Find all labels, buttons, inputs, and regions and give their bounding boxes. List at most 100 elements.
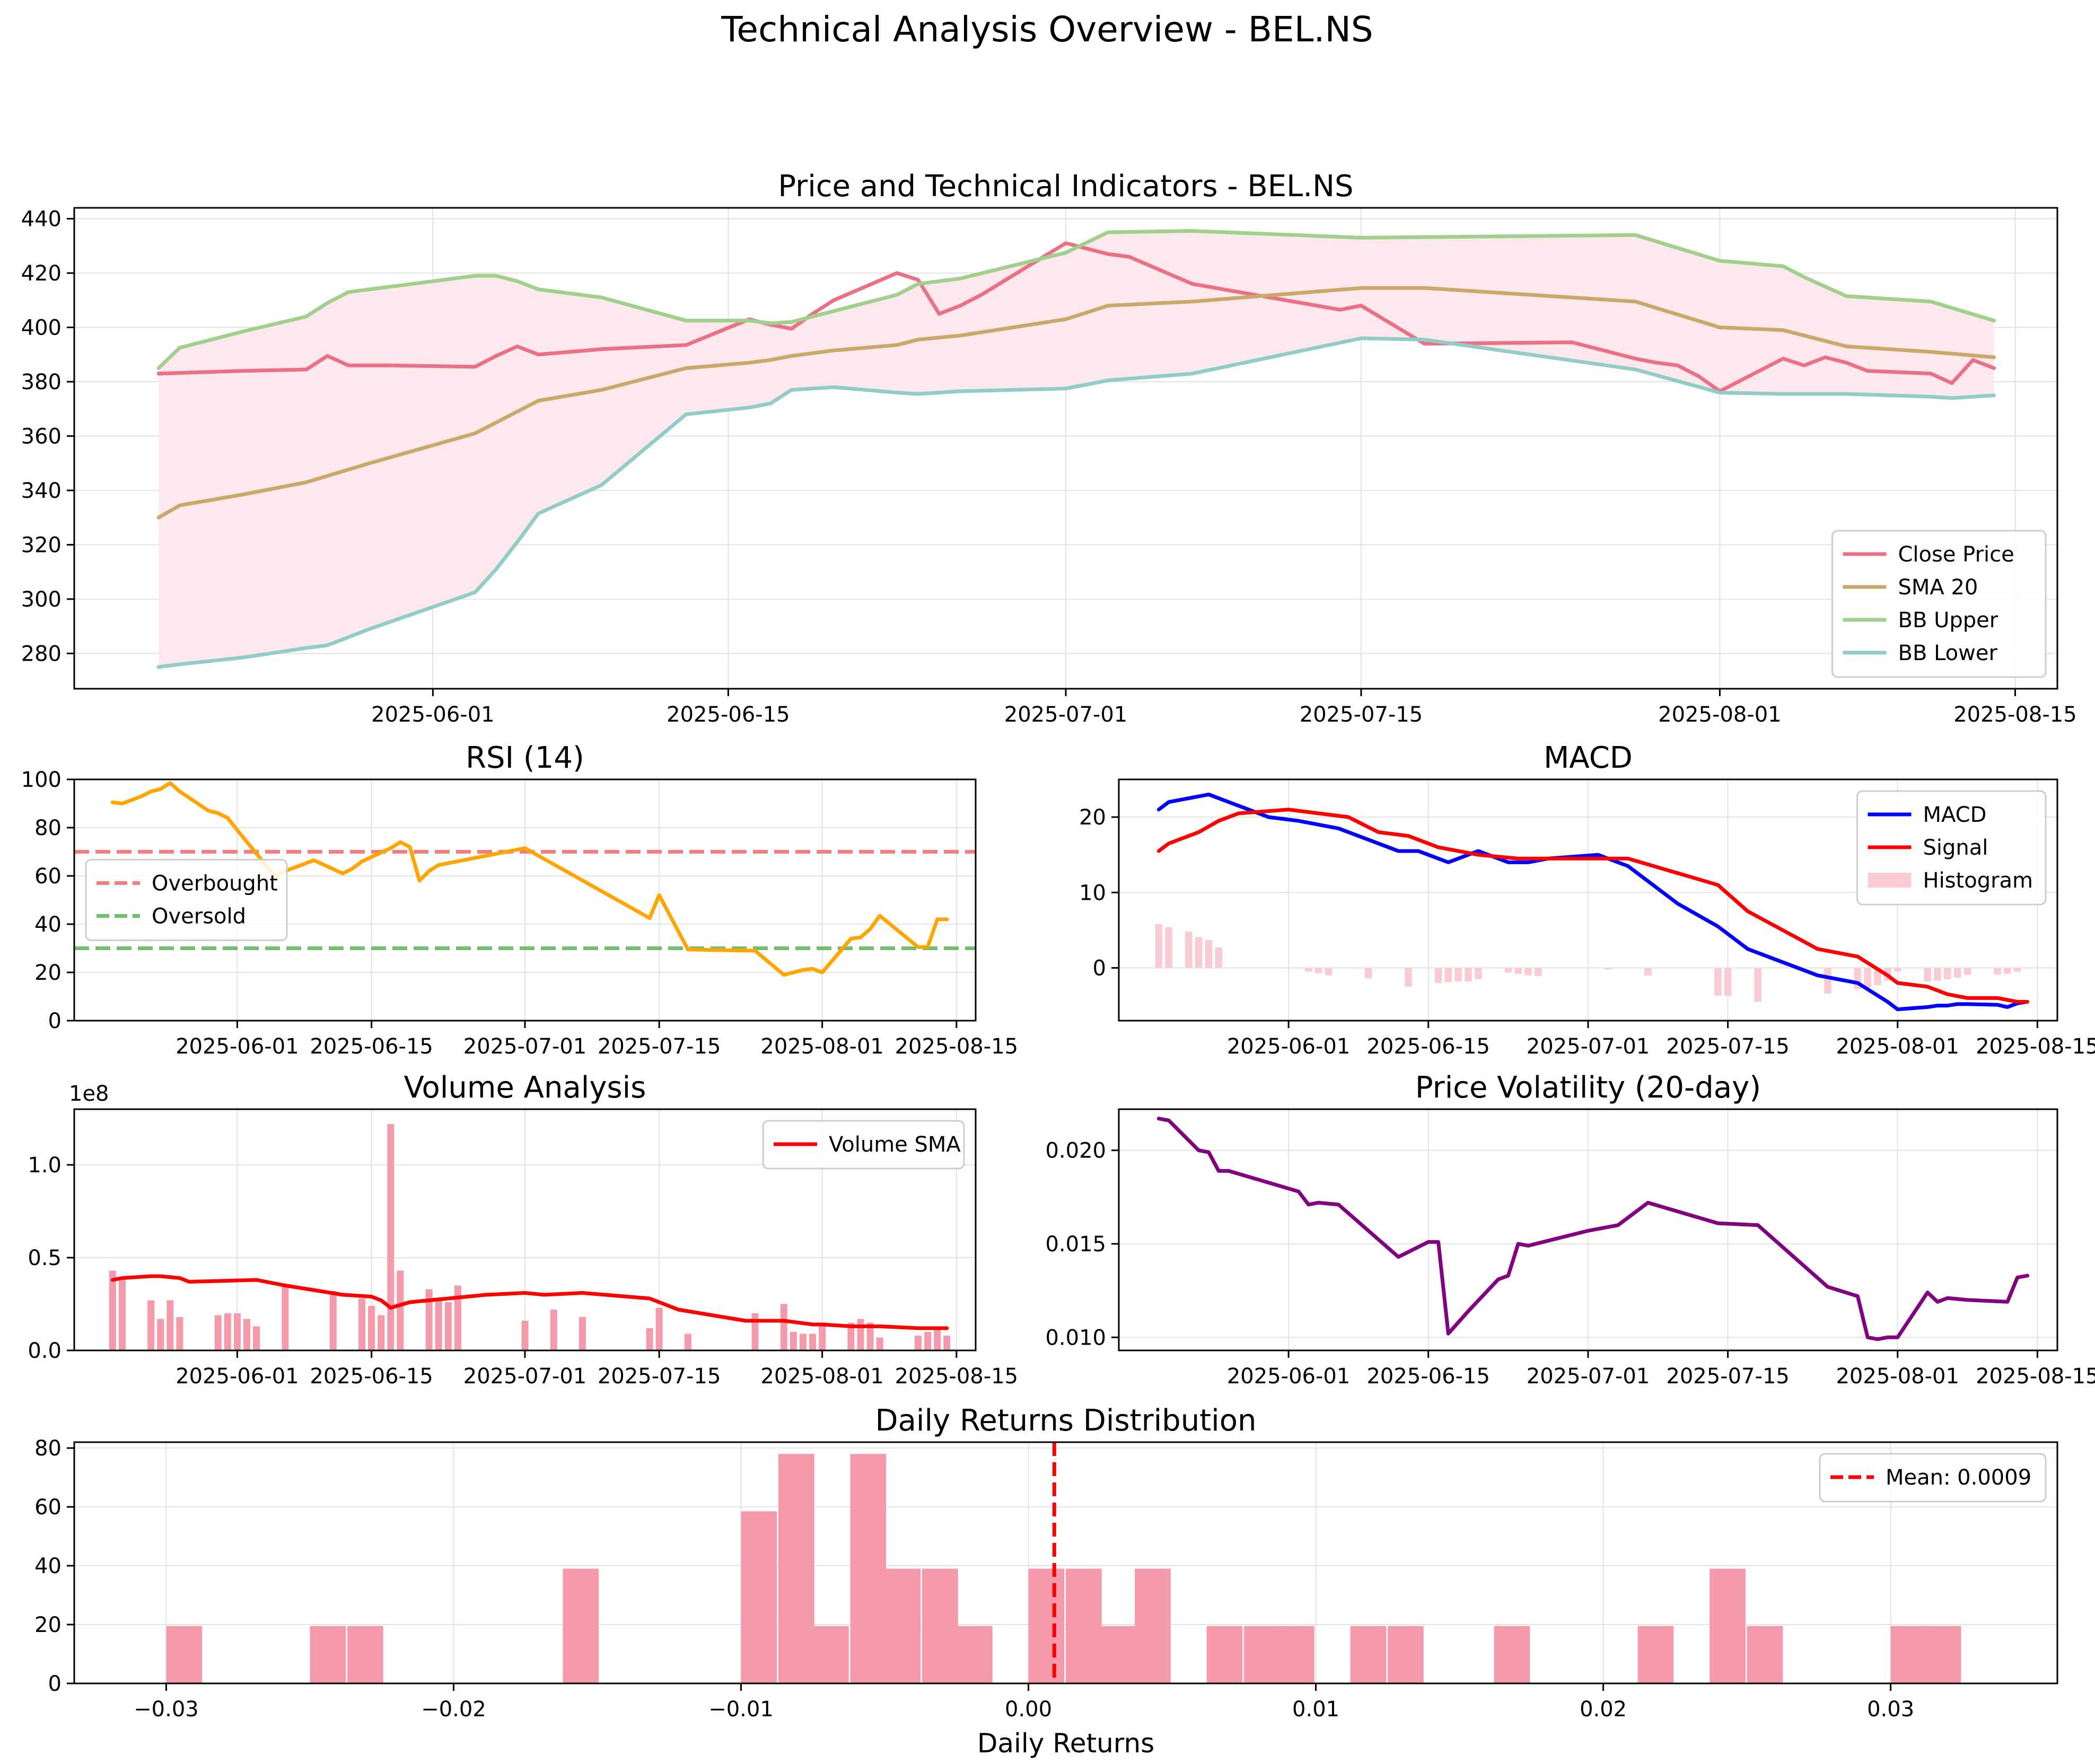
volume-bar: [109, 1270, 116, 1350]
volume-bar: [253, 1326, 260, 1350]
histogram-bin: [347, 1626, 383, 1683]
volume-bar: [368, 1306, 375, 1350]
volume-bars: [109, 1124, 951, 1350]
x-tick-label: 0.02: [1580, 1697, 1627, 1722]
x-tick-label: 2025-06-15: [1366, 1034, 1489, 1059]
grid: [1119, 1109, 2057, 1350]
bollinger-band-fill: [159, 231, 1994, 668]
histogram-bin: [884, 1568, 921, 1683]
volume-bar: [857, 1319, 864, 1350]
x-tick-label: 2025-07-15: [598, 1364, 721, 1389]
y-tick-label: 440: [21, 207, 62, 231]
legend-label: Oversold: [152, 905, 246, 929]
histogram-bar: [1953, 968, 1961, 978]
volume-bar: [914, 1336, 922, 1350]
plot-frame: [73, 778, 977, 1022]
y-tick-label: 0: [1093, 956, 1106, 980]
x-tick-label: −0.01: [708, 1697, 774, 1722]
volatility-chart: 2025-06-01 2025-06-15 2025-07-01 2025-07-15…: [1045, 1070, 2095, 1389]
y-tick-label: 280: [21, 642, 62, 666]
volume-bar: [809, 1333, 817, 1350]
histogram-bin: [1350, 1626, 1387, 1683]
histogram-bar: [2013, 968, 2021, 972]
y-tick-label: 20: [34, 961, 62, 985]
y-tick-label: 20: [1079, 805, 1106, 830]
volume-bar: [425, 1289, 433, 1350]
ticks: 2025-06-01 2025-06-15 2025-07-01 2025-07-15…: [28, 1153, 1018, 1389]
legend-box: [85, 859, 288, 941]
legend-label: Mean: 0.0009: [1886, 1465, 2031, 1490]
x-tick-label: 2025-06-01: [176, 1034, 299, 1059]
x-tick-label: 2025-08-01: [760, 1034, 883, 1059]
x-tick-label: 2025-06-01: [176, 1364, 299, 1389]
histogram-bar: [1714, 968, 1722, 996]
histogram-bar: [1754, 968, 1761, 1002]
histogram-bin: [1244, 1626, 1280, 1683]
histogram-bar: [1963, 968, 1971, 975]
histogram-bin: [1206, 1626, 1243, 1683]
x-tick-label: 2025-08-15: [895, 1034, 1018, 1059]
histogram-bin: [957, 1626, 993, 1683]
legend-swatch: [1868, 873, 1912, 888]
series-line: [110, 781, 949, 977]
y-tick-label: 20: [34, 1613, 62, 1637]
volume-bar: [329, 1291, 337, 1350]
histogram-bar: [1465, 968, 1472, 982]
volume-bar: [847, 1322, 855, 1350]
ticks: −0.03 −0.02 −0.01 0.00 0.01 0.02 0.03 0 20 40 60 80: [34, 1436, 1914, 1722]
x-tick-label: 2025-08-01: [1658, 703, 1781, 727]
x-tick-label: 2025-08-01: [1836, 1364, 1959, 1389]
series-lines: [110, 1274, 949, 1330]
volume-bar: [780, 1304, 787, 1350]
histogram-bar: [1864, 968, 1872, 988]
histogram-bin: [310, 1626, 346, 1683]
x-tick-label: 2025-07-01: [463, 1034, 586, 1059]
x-tick-label: 2025-07-01: [1527, 1364, 1650, 1389]
volume-bar: [358, 1298, 366, 1350]
price-chart: 2025-06-01 2025-06-15 2025-07-01 2025-07-15…: [21, 169, 2077, 727]
volume-bar: [387, 1124, 395, 1350]
axis-scale-label: 1e8: [69, 1082, 109, 1106]
x-tick-label: 2025-08-15: [895, 1364, 1018, 1389]
x-tick-label: 2025-06-15: [667, 703, 790, 727]
histogram-bar: [1434, 968, 1442, 983]
volume-bar: [579, 1317, 586, 1350]
series-line: [156, 241, 1996, 393]
histogram-bar: [1604, 968, 1612, 970]
volume-bar: [166, 1300, 174, 1350]
y-tick-label: 60: [34, 864, 62, 889]
volume-bar: [214, 1315, 222, 1350]
volume-bar: [397, 1270, 404, 1350]
chart-title: MACD: [1544, 741, 1633, 775]
histogram-bar: [1535, 968, 1542, 977]
legend-label: BB Upper: [1898, 608, 1998, 633]
y-tick-label: 0.0: [28, 1339, 62, 1363]
histogram-bar: [1195, 937, 1203, 968]
histogram-bin: [1637, 1626, 1674, 1683]
histogram-bar: [1824, 968, 1831, 994]
y-tick-label: 0.020: [1045, 1139, 1106, 1163]
histogram-bar: [1924, 968, 1931, 982]
y-tick-label: 0.5: [28, 1246, 62, 1270]
histogram-bar: [1644, 968, 1652, 976]
y-tick-label: 40: [34, 1554, 62, 1578]
plot-frame: [1118, 1108, 2058, 1351]
volume-bar: [233, 1313, 241, 1350]
volume-bar: [521, 1321, 529, 1350]
x-tick-label: −0.03: [134, 1697, 199, 1722]
series-line: [156, 336, 1996, 669]
y-tick-label: 80: [34, 1436, 62, 1461]
histogram-bar: [1215, 947, 1223, 968]
histogram-bar: [1894, 968, 1901, 972]
y-tick-label: 320: [21, 533, 62, 557]
legend: Overbought Oversold: [85, 859, 288, 941]
histogram-bin: [1100, 1626, 1136, 1683]
histogram-bar: [1364, 968, 1372, 979]
figure-title: Technical Analysis Overview - BEL.NS: [721, 9, 1373, 50]
plot-frame: [1118, 778, 2058, 1022]
x-tick-label: 2025-07-15: [598, 1034, 721, 1059]
volume-bar: [934, 1330, 941, 1350]
histogram-bin: [1494, 1626, 1530, 1683]
x-tick-label: 2025-08-01: [1836, 1034, 1959, 1059]
